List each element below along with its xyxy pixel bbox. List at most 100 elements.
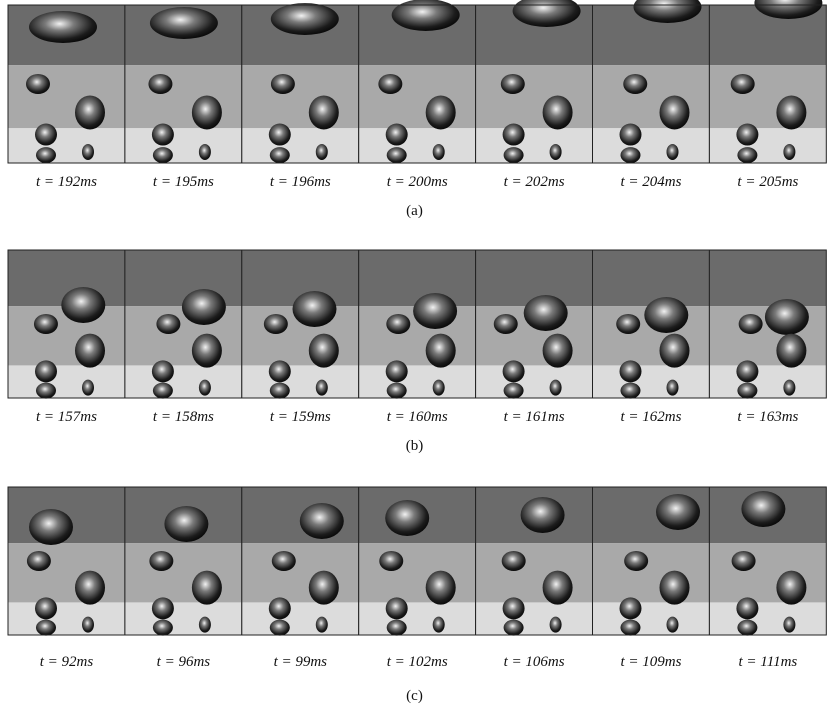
droplet xyxy=(35,124,57,146)
frame-bg-mid xyxy=(125,65,242,128)
droplet xyxy=(379,551,403,571)
frame-bg-mid xyxy=(593,543,710,602)
droplet xyxy=(270,383,290,399)
droplet xyxy=(731,74,755,94)
droplet xyxy=(153,147,173,163)
droplet xyxy=(543,571,573,605)
droplet xyxy=(660,334,690,368)
droplet xyxy=(29,11,97,43)
droplet xyxy=(34,314,58,334)
droplet xyxy=(543,334,573,368)
frame-bg-mid xyxy=(476,65,593,128)
frame-caption: t = 205ms xyxy=(709,174,826,191)
droplet xyxy=(75,95,105,129)
droplet xyxy=(156,314,180,334)
frame-bg-mid xyxy=(476,543,593,602)
frame-bg-top xyxy=(709,250,826,306)
frame-bg-mid xyxy=(709,65,826,128)
frame-bg-bottom xyxy=(242,128,359,163)
droplet xyxy=(620,360,642,382)
droplet xyxy=(35,597,57,619)
frame-bg-bottom xyxy=(593,365,710,398)
droplet xyxy=(667,617,679,633)
droplet xyxy=(776,95,806,129)
droplet xyxy=(199,144,211,160)
frame-caption: t = 204ms xyxy=(593,174,710,191)
droplet xyxy=(385,500,429,536)
frame-bg-bottom xyxy=(359,602,476,635)
droplet xyxy=(524,295,568,331)
frame-bg-bottom xyxy=(709,128,826,163)
droplet xyxy=(739,314,763,334)
droplet xyxy=(309,95,339,129)
droplet xyxy=(783,380,795,396)
droplet xyxy=(504,383,524,399)
droplet xyxy=(152,124,174,146)
droplet xyxy=(82,617,94,633)
droplet xyxy=(660,571,690,605)
frame-bg-bottom xyxy=(242,602,359,635)
droplet xyxy=(75,571,105,605)
droplet xyxy=(378,74,402,94)
droplet xyxy=(737,383,757,399)
droplet xyxy=(783,144,795,160)
frame-caption: t = 200ms xyxy=(359,174,476,191)
frame-bg-mid xyxy=(125,306,242,365)
droplet xyxy=(316,380,328,396)
frame-bg-bottom xyxy=(8,365,125,398)
frame-caption: t = 111ms xyxy=(709,654,826,671)
frame-caption: t = 202ms xyxy=(476,174,593,191)
frame-bg-bottom xyxy=(125,602,242,635)
droplet xyxy=(387,147,407,163)
droplet xyxy=(433,380,445,396)
droplet xyxy=(269,360,291,382)
frame-bg-mid xyxy=(8,543,125,602)
droplet xyxy=(621,620,641,636)
image-strips xyxy=(0,0,829,713)
frame-bg-bottom xyxy=(125,128,242,163)
droplet xyxy=(765,299,809,335)
droplet xyxy=(36,383,56,399)
frame-bg-bottom xyxy=(476,128,593,163)
frame-bg-top xyxy=(125,250,242,306)
droplet xyxy=(521,497,565,533)
frame-caption: t = 160ms xyxy=(359,409,476,426)
frame-bg-bottom xyxy=(709,365,826,398)
frame-bg-mid xyxy=(709,543,826,602)
droplet xyxy=(199,617,211,633)
droplet xyxy=(426,334,456,368)
droplet xyxy=(386,124,408,146)
droplet xyxy=(82,144,94,160)
frame-bg-bottom xyxy=(593,128,710,163)
droplet xyxy=(182,289,226,325)
frame-caption: t = 192ms xyxy=(8,174,125,191)
droplet xyxy=(621,147,641,163)
droplet xyxy=(732,551,756,571)
droplet xyxy=(494,314,518,334)
droplet xyxy=(550,144,562,160)
droplet xyxy=(300,503,344,539)
frame-bg-mid xyxy=(242,65,359,128)
droplet xyxy=(624,551,648,571)
frame-bg-bottom xyxy=(476,602,593,635)
droplet xyxy=(433,617,445,633)
frame-bg-bottom xyxy=(709,602,826,635)
droplet xyxy=(36,620,56,636)
droplet xyxy=(387,383,407,399)
frame-bg-bottom xyxy=(8,128,125,163)
droplet xyxy=(501,74,525,94)
droplet xyxy=(309,334,339,368)
droplet xyxy=(26,74,50,94)
droplet xyxy=(503,124,525,146)
droplet xyxy=(741,491,785,527)
droplet xyxy=(616,314,640,334)
droplet xyxy=(736,597,758,619)
droplet xyxy=(82,380,94,396)
droplet xyxy=(316,617,328,633)
droplet xyxy=(270,620,290,636)
droplet xyxy=(270,147,290,163)
droplet xyxy=(623,74,647,94)
droplet xyxy=(150,7,218,39)
droplet xyxy=(502,551,526,571)
frame-caption: t = 99ms xyxy=(242,654,359,671)
